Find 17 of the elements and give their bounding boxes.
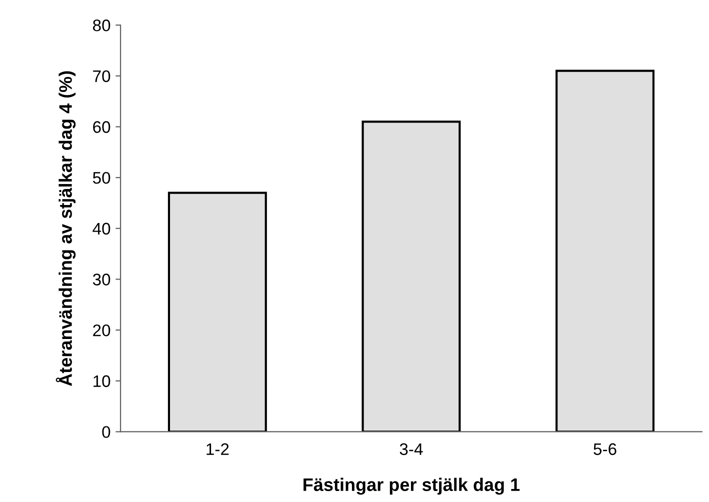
- y-tick-label: 0: [102, 426, 110, 438]
- y-tick-label: 30: [92, 274, 110, 286]
- x-tick-label: 3-4: [400, 443, 423, 456]
- y-tick-label: 40: [92, 222, 110, 235]
- y-tick-label: 10: [94, 375, 110, 388]
- y-tick-label: 50: [92, 172, 110, 184]
- bar: [556, 70, 655, 432]
- x-tick-label: 5-6: [594, 443, 616, 456]
- y-tick-label: 80: [92, 20, 110, 32]
- x-tick-label: 1-2: [206, 443, 229, 455]
- bar: [168, 192, 267, 432]
- y-tick-label: 20: [93, 324, 110, 336]
- y-tick-label: 60: [93, 121, 110, 133]
- x-axis-title: Fästingar per stjälk dag 1: [304, 478, 520, 495]
- y-tick-label: 70: [93, 70, 110, 82]
- bar: [362, 120, 461, 432]
- y-axis-title: Återanvändning av stjälkar dag 4 (%): [56, 71, 76, 386]
